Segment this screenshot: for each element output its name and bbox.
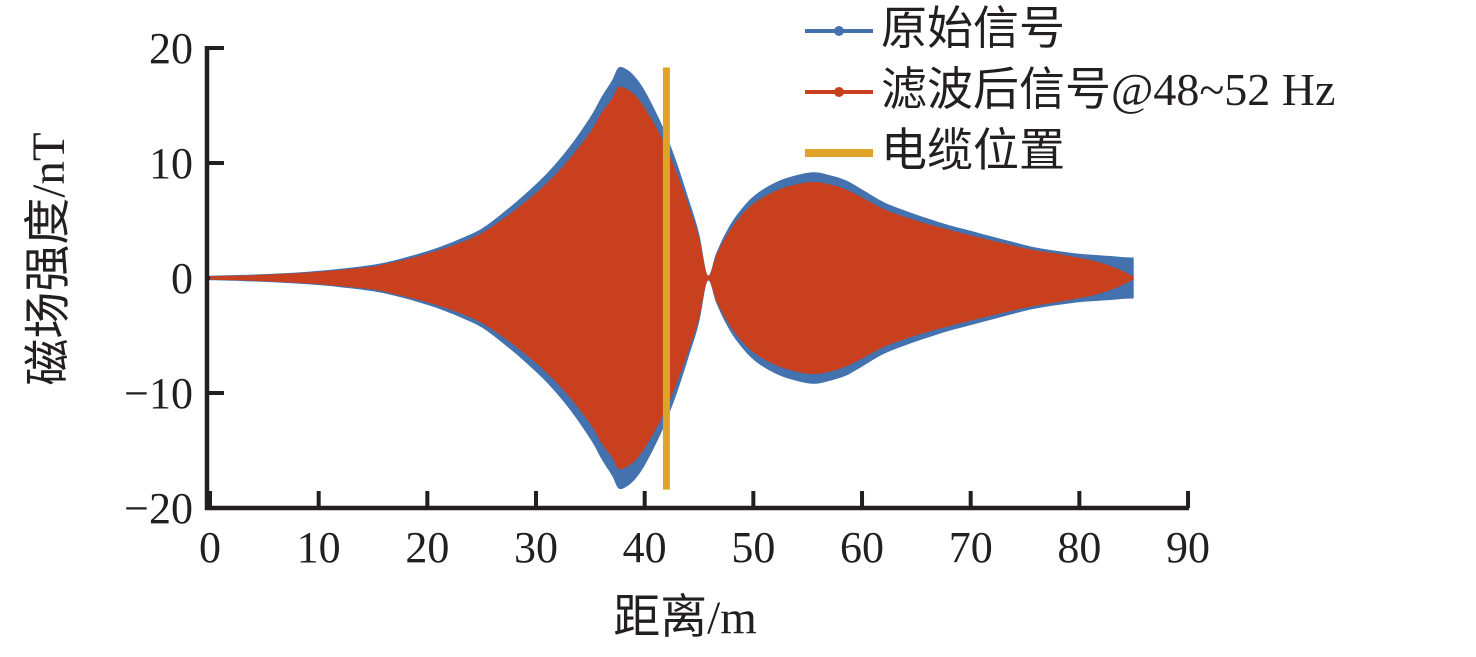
x-tick-label-0: 0 [199,523,221,572]
x-tick-label-30: 30 [514,523,558,572]
y-tick-label--10: −10 [124,369,193,418]
legend-label-cable-position: 电缆位置 [881,124,1065,176]
y-tick-label-0: 0 [171,254,193,303]
filtered-signal-area [210,86,1134,470]
legend-label-filtered-signal: 滤波后信号@48~52 Hz [881,63,1336,115]
legend: 原始信号 滤波后信号@48~52 Hz 电缆位置 [805,0,1335,183]
legend-item-original-signal: 原始信号 [805,0,1335,61]
legend-line-filtered-signal-icon [805,86,873,98]
x-tick-label-10: 10 [297,523,341,572]
legend-label-original-signal: 原始信号 [881,2,1065,54]
x-axis-label: 距离/m [613,592,757,644]
y-axis-label: 磁场强度/nT [23,132,75,386]
x-tick-label-40: 40 [623,523,667,572]
x-tick-label-70: 70 [949,523,993,572]
legend-line-original-signal-icon [805,25,873,37]
x-tick-label-20: 20 [405,523,449,572]
x-tick-label-80: 80 [1057,523,1101,572]
legend-item-cable-position: 电缆位置 [805,122,1335,183]
y-tick-label-20: 20 [149,24,193,73]
x-tick-label-50: 50 [731,523,775,572]
legend-item-filtered-signal: 滤波后信号@48~52 Hz [805,61,1335,122]
legend-line-cable-position-icon [805,147,873,159]
y-tick-label-10: 10 [149,139,193,188]
y-tick-label--20: −20 [124,484,193,533]
x-tick-label-90: 90 [1166,523,1210,572]
x-tick-label-60: 60 [840,523,884,572]
